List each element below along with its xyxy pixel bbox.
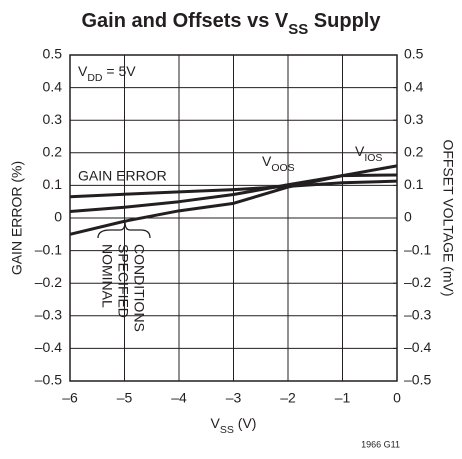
y-tick-label: 0.2 bbox=[43, 144, 63, 160]
y2-tick-label: 0.3 bbox=[404, 111, 424, 127]
series-label-part: V bbox=[262, 153, 272, 169]
x-axis-label-part: SS bbox=[220, 424, 234, 436]
y-tick-label: 0.1 bbox=[43, 176, 63, 192]
y2-tick-label: 0 bbox=[404, 209, 412, 225]
y2-tick-label: 0.2 bbox=[404, 144, 424, 160]
y-tick-label: 0.3 bbox=[43, 111, 63, 127]
x-tick-label: –6 bbox=[62, 390, 78, 406]
y2-tick-label: –0.5 bbox=[404, 372, 431, 388]
plot-frame bbox=[69, 54, 398, 382]
series-label: VIOS bbox=[355, 143, 382, 164]
series-label-part: OOS bbox=[271, 162, 294, 174]
y-tick-label: 0 bbox=[54, 209, 62, 225]
y2-tick-label: 0.4 bbox=[404, 78, 424, 94]
x-tick-label: –2 bbox=[280, 390, 296, 406]
series-line bbox=[69, 179, 398, 199]
y-tick-label: –0.5 bbox=[35, 372, 62, 388]
chart-title-part: Gain and Offsets vs V bbox=[82, 10, 289, 32]
y-tick-label: 0.4 bbox=[43, 78, 63, 94]
y-tick-label: –0.2 bbox=[35, 274, 62, 290]
x-tick-label: –4 bbox=[171, 390, 187, 406]
chart-title: Gain and Offsets vs VSS Supply bbox=[82, 10, 382, 38]
x-tick-label: –3 bbox=[226, 390, 242, 406]
x-tick-label: 0 bbox=[393, 390, 401, 406]
series-label: GAIN ERROR bbox=[78, 168, 167, 184]
series-label-part: V bbox=[355, 143, 365, 159]
x-axis-label: VSS (V) bbox=[211, 415, 257, 436]
annotation-part: DD bbox=[87, 72, 103, 84]
y2-tick-label: –0.3 bbox=[404, 307, 431, 323]
y-tick-label: –0.1 bbox=[35, 241, 62, 257]
x-tick-label: –1 bbox=[335, 390, 351, 406]
y-tick-label: –0.4 bbox=[35, 339, 62, 355]
x-tick-label: –5 bbox=[117, 390, 133, 406]
y2-tick-label: 0.5 bbox=[404, 46, 424, 62]
y-tick-label: 0.5 bbox=[43, 46, 63, 62]
series-label: VOOS bbox=[262, 153, 295, 174]
chart-title-part: SS bbox=[288, 21, 308, 38]
y-tick-label: –0.3 bbox=[35, 307, 62, 323]
y2-tick-label: 0.1 bbox=[404, 176, 424, 192]
y2-tick-label: –0.1 bbox=[404, 241, 431, 257]
y2-tick-label: –0.4 bbox=[404, 339, 431, 355]
chart-title-part: Supply bbox=[308, 10, 381, 32]
x-axis-label-part: V bbox=[211, 415, 221, 431]
note-line: SPECIFIED bbox=[115, 244, 131, 318]
y2-axis-label: OFFSET VOLTAGE (mV) bbox=[440, 139, 456, 296]
footnote: 1966 G11 bbox=[361, 439, 400, 449]
note-line: CONDITIONS bbox=[131, 244, 147, 332]
x-axis-label-part: (V) bbox=[234, 415, 257, 431]
y2-tick-label: –0.2 bbox=[404, 274, 431, 290]
note-line: NOMINAL bbox=[99, 244, 115, 308]
y-axis-label: GAIN ERROR (%) bbox=[9, 161, 25, 275]
series-line bbox=[69, 164, 398, 236]
annotation: VDD = 5V bbox=[78, 63, 136, 84]
annotation-part: = 5V bbox=[103, 63, 137, 79]
series-label-part: IOS bbox=[364, 152, 382, 164]
annotation-part: V bbox=[78, 63, 88, 79]
